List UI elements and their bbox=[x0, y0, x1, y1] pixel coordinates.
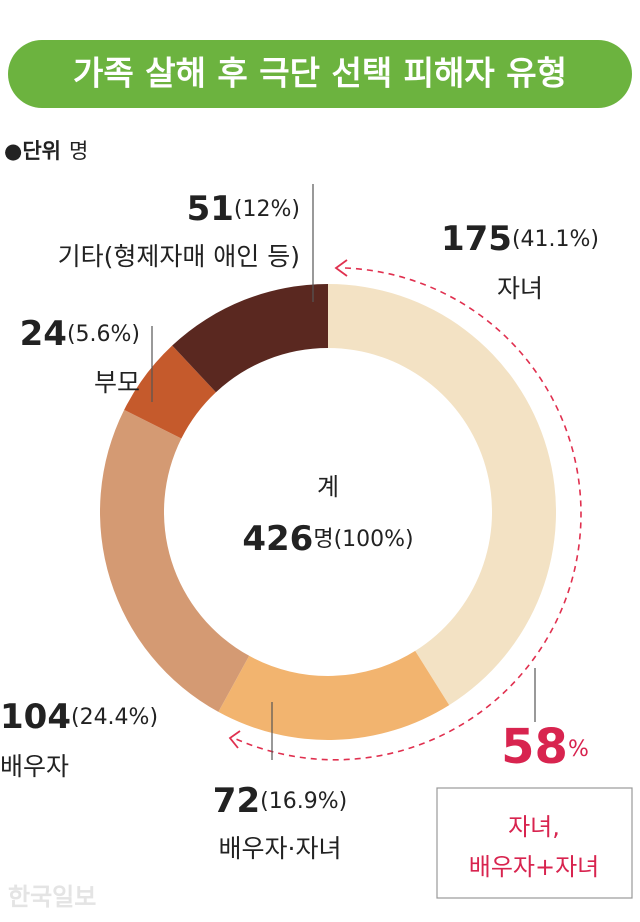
total: 426명(100%) bbox=[242, 519, 413, 559]
highlight-box bbox=[436, 787, 633, 899]
segment-value: 72 bbox=[213, 781, 260, 821]
total-value: 426 bbox=[242, 519, 313, 559]
unit-marker: ●단위 bbox=[4, 139, 61, 163]
segment-label: 175(41.1%) bbox=[441, 219, 599, 259]
highlight-text: 자녀, bbox=[508, 813, 560, 841]
segment-value: 175 bbox=[441, 219, 512, 259]
segment-percent: (16.9%) bbox=[260, 789, 347, 814]
segment-name: 자녀 bbox=[497, 274, 543, 303]
total-suffix: 명(100%) bbox=[313, 527, 413, 552]
segment-label: 72(16.9%) bbox=[213, 781, 347, 821]
unit-text: 명 bbox=[69, 139, 88, 163]
source: 한국일보 bbox=[8, 883, 96, 911]
segment-value: 51 bbox=[187, 189, 234, 229]
arrow-head bbox=[228, 730, 241, 749]
highlight-unit: % bbox=[568, 737, 589, 762]
segment-name: 기타(형제자매 애인 등) bbox=[58, 242, 300, 271]
total-label: 계 bbox=[317, 473, 339, 501]
segment-label: 51(12%) bbox=[187, 189, 300, 229]
segment-name: 배우자 bbox=[0, 752, 69, 781]
highlight-value: 58 bbox=[501, 719, 568, 775]
segment-value: 24 bbox=[20, 314, 67, 354]
highlight-arc bbox=[235, 267, 582, 761]
donut-segment bbox=[124, 345, 216, 439]
donut-segment bbox=[218, 650, 450, 740]
donut-segment bbox=[99, 409, 250, 712]
title-pill bbox=[8, 40, 632, 108]
highlight-text: 배우자+자녀 bbox=[469, 853, 600, 881]
segment-value: 104 bbox=[0, 697, 71, 737]
segment-percent: (5.6%) bbox=[67, 322, 140, 347]
donut bbox=[99, 284, 556, 740]
donut-segment bbox=[328, 284, 556, 706]
donut-segment bbox=[172, 284, 328, 393]
title: 가족 살해 후 극단 선택 피해자 유형 bbox=[73, 54, 567, 93]
segment-percent: (24.4%) bbox=[71, 705, 158, 730]
highlight: 58% bbox=[501, 719, 589, 775]
leaders bbox=[151, 184, 536, 760]
unit: ●단위 명 bbox=[4, 139, 88, 163]
segment-name: 부모 bbox=[94, 368, 140, 397]
segment-percent: (41.1%) bbox=[512, 227, 599, 252]
segment-name: 배우자·자녀 bbox=[219, 834, 342, 863]
segment-label: 24(5.6%) bbox=[20, 314, 140, 354]
segment-label: 104(24.4%) bbox=[0, 697, 158, 737]
arrow-head bbox=[334, 259, 348, 277]
segment-percent: (12%) bbox=[234, 197, 300, 222]
